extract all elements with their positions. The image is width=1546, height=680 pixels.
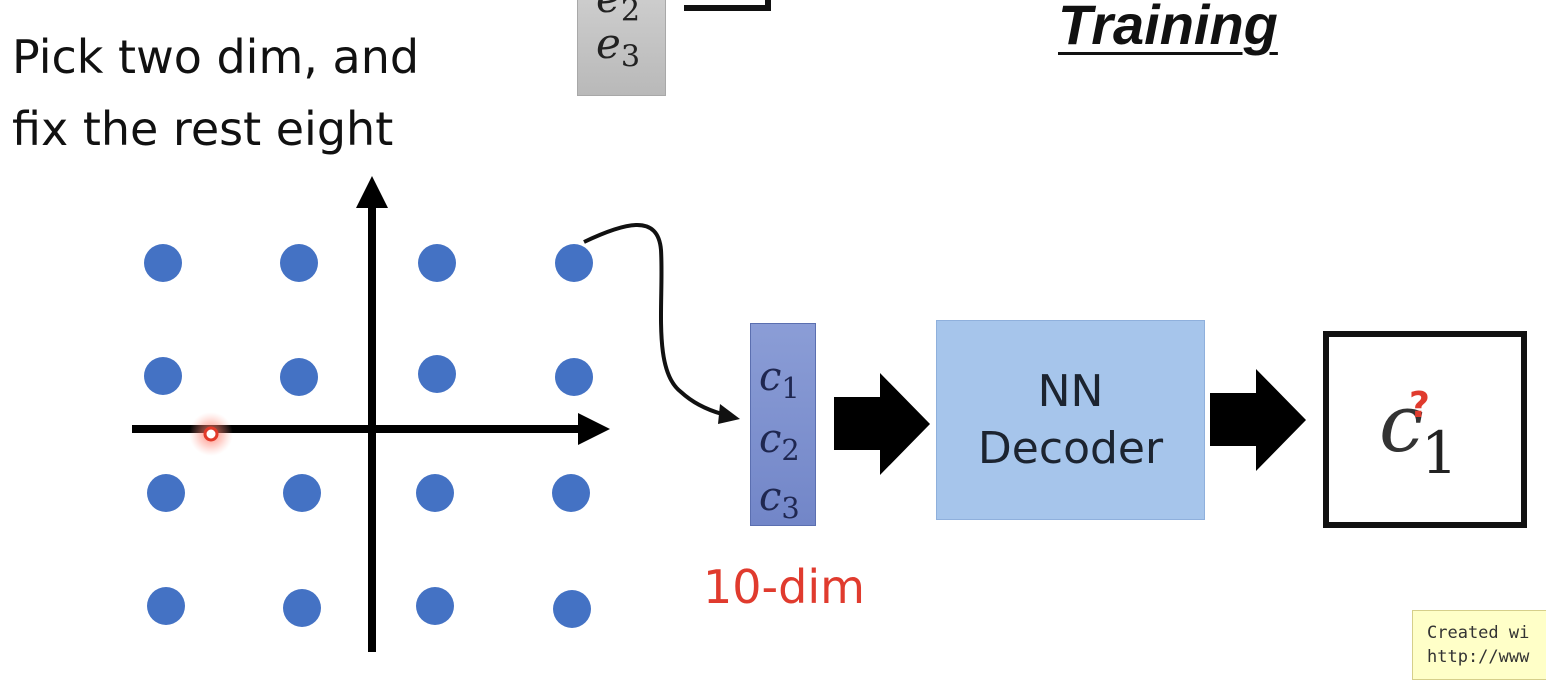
x-axis-arrowhead bbox=[578, 413, 610, 445]
top-vector-item-e3: e3 bbox=[596, 19, 641, 75]
instruction-line-1: Pick two dim, and bbox=[12, 30, 420, 84]
latent-code-vector: c1 c2 c3 bbox=[750, 323, 816, 526]
grid-dots bbox=[144, 244, 593, 628]
decoder-label-line-2: Decoder bbox=[977, 423, 1164, 474]
top-vector-item-e2: e2 bbox=[596, 0, 641, 29]
grid-dot-r4c2 bbox=[283, 589, 321, 627]
grid-dot-r2c3 bbox=[418, 355, 456, 393]
code-vector-item-c1: c1 bbox=[759, 354, 800, 406]
y-axis-arrowhead bbox=[356, 176, 388, 208]
cursor-highlight bbox=[189, 412, 233, 456]
dimension-label: 10-dim bbox=[703, 560, 865, 614]
grid-dot-r3c1 bbox=[147, 474, 185, 512]
code-vector-item-c2: c2 bbox=[759, 416, 800, 468]
grid-dot-r2c1 bbox=[144, 357, 182, 395]
output-question-mark: ? bbox=[1409, 385, 1430, 426]
cursor-dot bbox=[203, 426, 219, 442]
grid-dot-r4c4 bbox=[553, 590, 591, 628]
page-title: Training bbox=[1058, 0, 1278, 56]
grid-dot-r1c1 bbox=[144, 244, 182, 282]
nn-decoder-block: NN Decoder bbox=[936, 320, 1205, 520]
grid-dot-r1c3 bbox=[418, 244, 456, 282]
grid-dot-r1c4 bbox=[555, 244, 593, 282]
top-latent-vector: e2 e3 bbox=[577, 0, 666, 96]
decoder-label-line-1: NN bbox=[1037, 365, 1104, 417]
grid-dot-r3c2 bbox=[283, 474, 321, 512]
curved-connector-arrow bbox=[583, 223, 723, 416]
curved-connector-arrowhead bbox=[718, 404, 740, 424]
grid-dot-r2c2 bbox=[280, 358, 318, 396]
arrow-to-decoder bbox=[834, 373, 930, 475]
output-image-box: c 1 ? bbox=[1323, 331, 1527, 528]
code-vector-item-c3: c3 bbox=[759, 474, 800, 526]
grid-dot-r3c3 bbox=[416, 474, 454, 512]
grid-dot-r3c4 bbox=[552, 474, 590, 512]
arrow-to-output bbox=[1210, 369, 1306, 471]
output-letter: c bbox=[1379, 377, 1424, 470]
grid-dot-r4c3 bbox=[416, 587, 454, 625]
top-connector-line bbox=[684, 0, 771, 11]
instruction-line-2: fix the rest eight bbox=[12, 102, 394, 156]
grid-dot-r1c2 bbox=[280, 244, 318, 282]
note-line-2: http://www bbox=[1427, 647, 1530, 667]
output-subscript: 1 bbox=[1421, 419, 1458, 487]
grid-dot-r4c1 bbox=[147, 587, 185, 625]
grid-dot-r2c4 bbox=[555, 358, 593, 396]
note-line-1: Created wi bbox=[1427, 623, 1530, 643]
